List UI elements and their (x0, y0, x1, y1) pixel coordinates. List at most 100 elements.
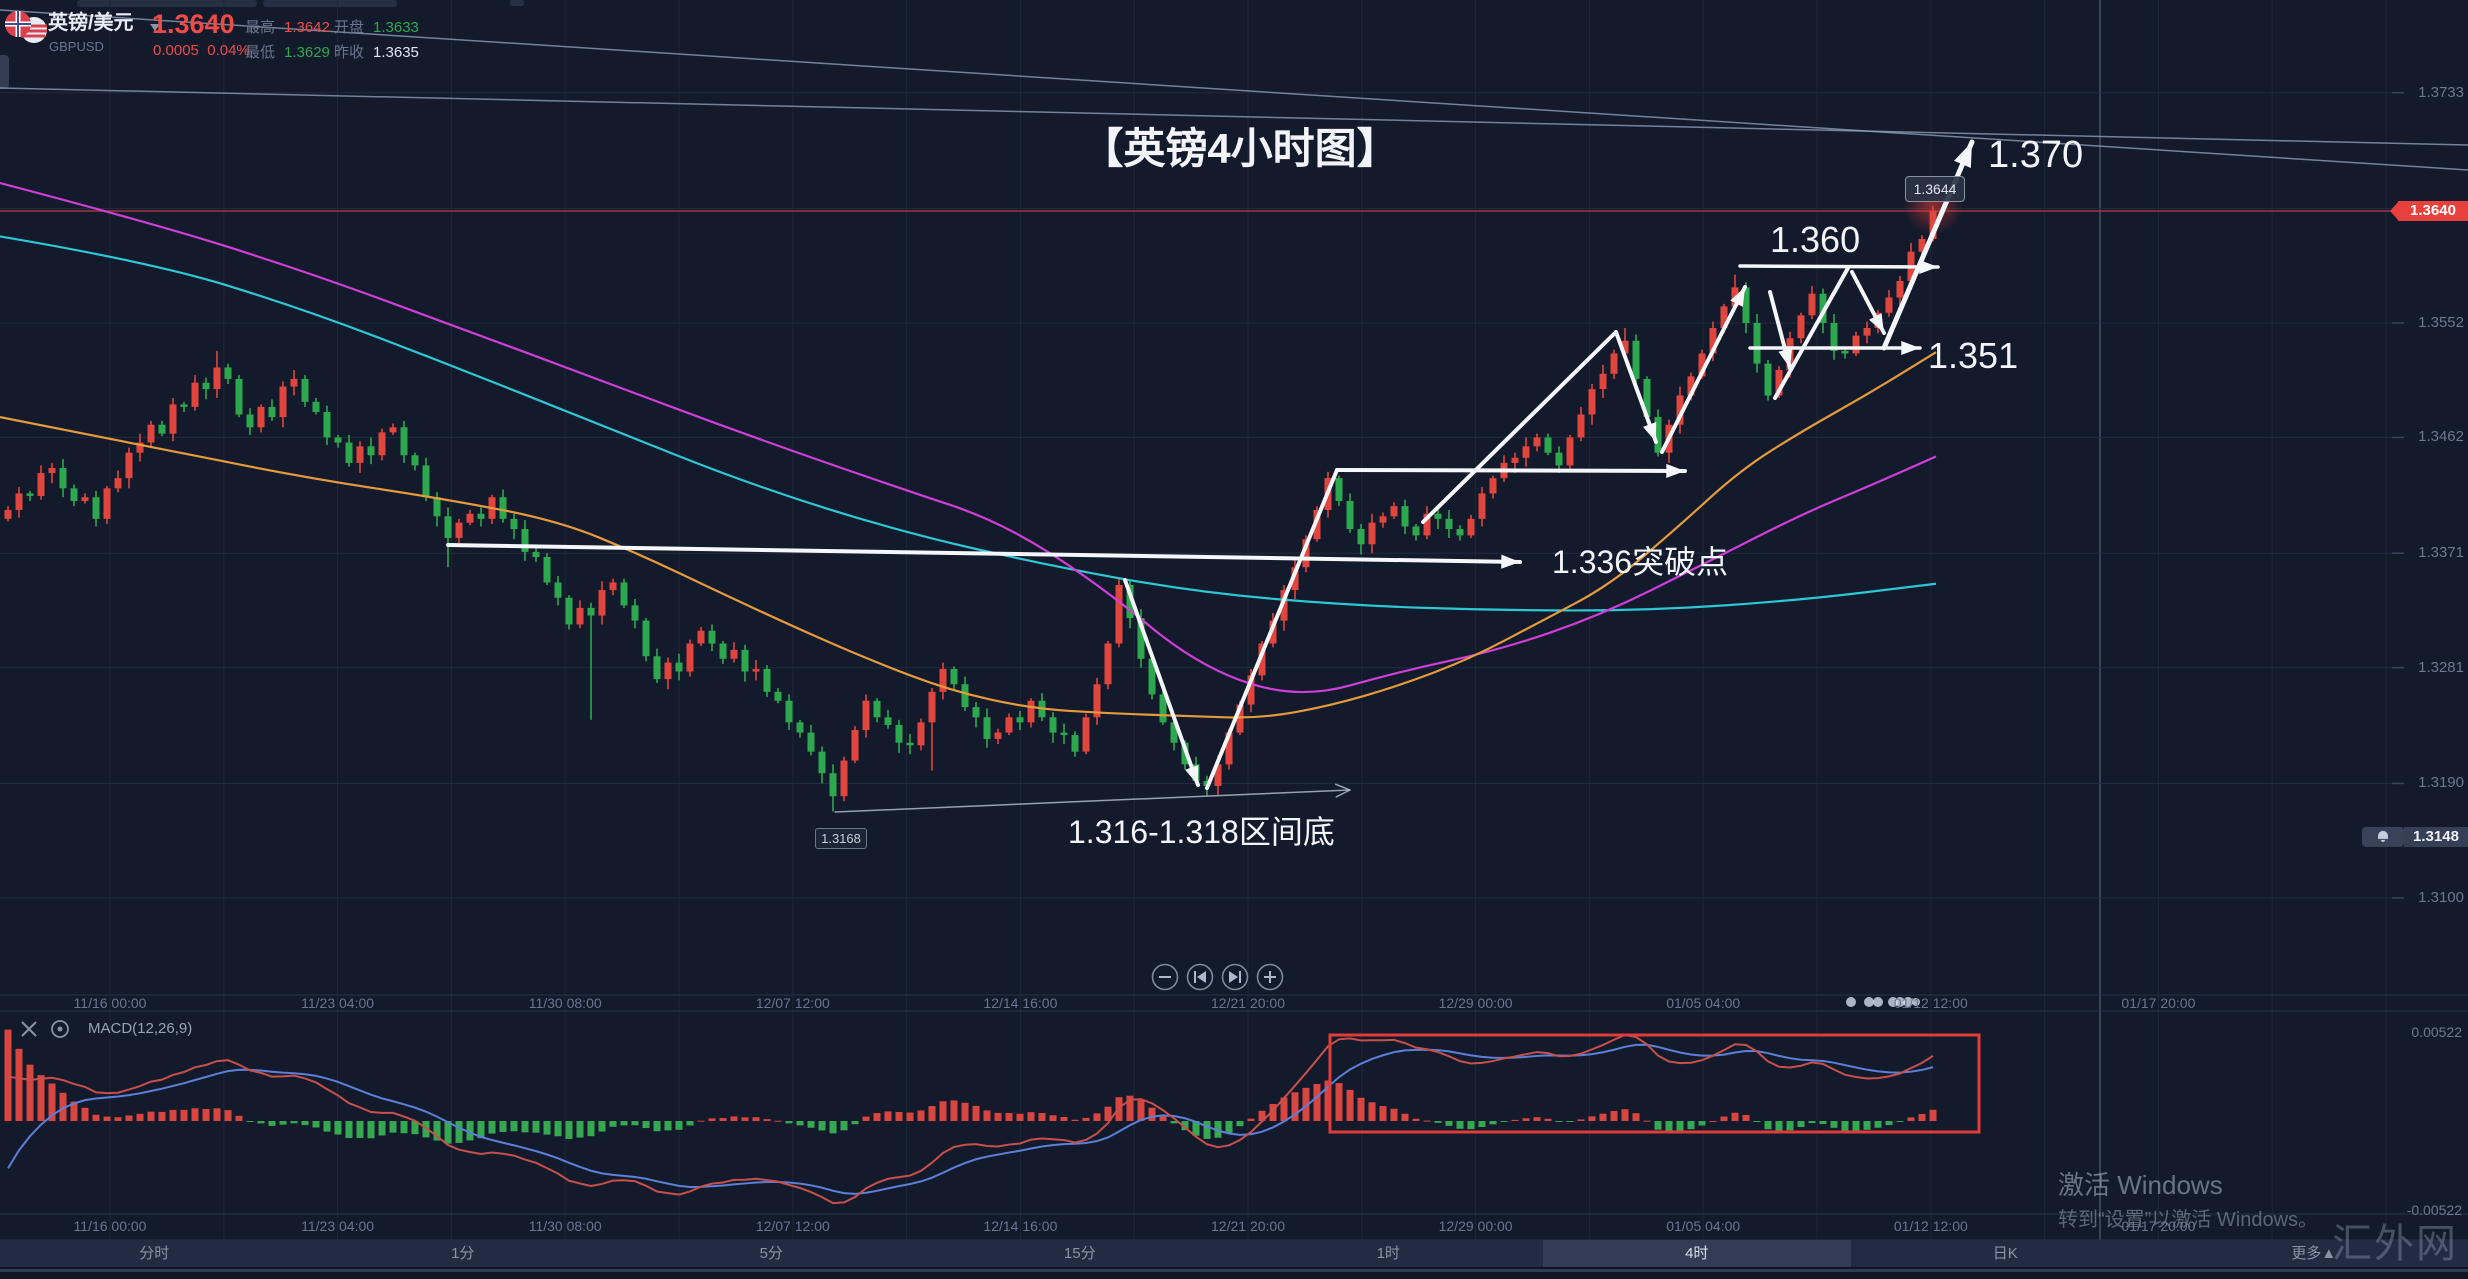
gbp-flag-cross2 (5, 11, 31, 37)
top-tab-fragment (510, 0, 524, 6)
time-label-bottom: 01/12 12:00 (1893, 1218, 1968, 1234)
site-watermark: 汇外网 (2332, 1222, 2458, 1266)
time-label-bottom: 12/14 16:00 (983, 1218, 1058, 1234)
price-tick-label: 1.3190 (2418, 774, 2464, 792)
timeframe-button-日K[interactable]: 日K (1992, 1245, 2018, 1262)
time-label-top: 11/16 00:00 (73, 995, 147, 1011)
drawn-line (1768, 290, 1793, 370)
ma-line-MA-fast (0, 351, 1937, 719)
pair-dropdown-arrow[interactable] (150, 24, 160, 31)
left-edge-widget (0, 55, 9, 89)
timeframe-button-1时[interactable]: 1时 (1376, 1245, 1400, 1262)
chart-annotation: 1.370 (1988, 134, 2084, 176)
stat-label-low: 最低 (245, 44, 276, 61)
alert-price-label: 1.3148 (2404, 826, 2468, 847)
zoom-next-button[interactable] (1221, 963, 1249, 991)
price-tick-label: 1.3733 (2418, 83, 2464, 101)
windows-watermark-line1: 激活 Windows (2058, 1170, 2223, 1200)
timeframe-button-更多[interactable]: 更多▲ (2291, 1245, 2337, 1262)
ma-line-MA-slow (0, 235, 1937, 612)
chart-annotation: 【英镑4小时图】 (1081, 125, 1399, 172)
stat-label-prevclose: 昨收 (334, 44, 365, 61)
zoom-plus-button[interactable] (1256, 963, 1284, 991)
drawn-line (1850, 270, 1886, 335)
stat-value-low: 1.3629 (284, 44, 330, 61)
time-label-bottom: 11/23 04:00 (301, 1218, 375, 1234)
ma-line-MA-mid (0, 181, 1937, 694)
last-price: 1.3640 (152, 9, 235, 39)
drawn-line (1335, 463, 1687, 478)
loading-dots (1912, 998, 1920, 1006)
price-tick-label: 1.3371 (2418, 544, 2464, 562)
top-tab-fragment (77, 0, 257, 7)
time-label-top: 12/07 12:00 (755, 995, 830, 1011)
top-tab-fragment (263, 0, 397, 7)
stat-value-high: 1.3642 (284, 19, 330, 36)
time-label-top: 01/12 12:00 (1893, 995, 1968, 1011)
alert-bell-icon (2378, 830, 2388, 842)
time-label-top: 12/29 00:00 (1438, 995, 1513, 1011)
loading-dots (1888, 997, 1898, 1007)
bottom-highlight-line (0, 1269, 2468, 1272)
macd-settings-icon-dot (57, 1026, 63, 1032)
chart-annotation: 1.316-1.318区间底 (1068, 814, 1335, 850)
time-label-bottom: 11/16 00:00 (73, 1218, 147, 1234)
pair-name[interactable]: 英镑/美元 (48, 12, 134, 34)
price-change: 0.0005 0.04% (153, 42, 250, 59)
price-tick-label: 1.3281 (2418, 658, 2464, 676)
drawn-line (1205, 468, 1339, 790)
drawn-line (1748, 340, 1922, 356)
price-tick-label: 1.3100 (2418, 888, 2464, 906)
time-label-bottom: 12/29 00:00 (1438, 1218, 1513, 1234)
pair-code: GBPUSD (49, 39, 104, 54)
drawn-line (1773, 266, 1850, 400)
timeframe-button-1分[interactable]: 1分 (451, 1245, 475, 1262)
timeframe-button-分时[interactable]: 分时 (139, 1245, 170, 1262)
chart-annotation: 1.351 (1928, 335, 2019, 376)
time-label-top: 11/23 04:00 (301, 995, 375, 1011)
candle-low-tag: 1.3168 (815, 828, 867, 849)
stat-value-open: 1.3633 (373, 19, 419, 36)
timeframe-toolbar: 分时 1分 5分 15分 1时 4时 日K 更多▲ (0, 1240, 2468, 1267)
zoom-prev-button[interactable] (1186, 963, 1214, 991)
loading-dots (1895, 997, 1905, 1007)
stat-label-open: 开盘 (334, 19, 365, 36)
loading-dots (1846, 997, 1856, 1007)
time-label-top: 01/05 04:00 (1666, 995, 1741, 1011)
time-label-top: 01/17 20:00 (2121, 995, 2196, 1011)
timeframe-button-15分[interactable]: 15分 (1063, 1245, 1096, 1262)
price-tick-label: 1.3462 (2418, 428, 2464, 446)
macd-layer (4, 1029, 1937, 1205)
timeframe-button-4时[interactable]: 4时 (1542, 1240, 1851, 1267)
zoom-minus-button[interactable] (1151, 963, 1179, 991)
skip-end-glyph (1229, 971, 1238, 983)
macd-settings-icon[interactable] (51, 1020, 69, 1038)
candle-high-tooltip: 1.3644 (1905, 176, 1965, 202)
drawn-line (1614, 330, 1658, 444)
chart-annotation: 1.336突破点 (1552, 544, 1729, 580)
time-label-bottom: 12/07 12:00 (755, 1218, 830, 1234)
time-label-bottom: 01/17 20:00 (2121, 1218, 2196, 1234)
stat-label-high: 最高 (245, 19, 276, 36)
candles-layer (4, 205, 1937, 812)
macd-close-icon[interactable] (21, 1021, 37, 1037)
current-price-tag: 1.3640 (2398, 201, 2468, 221)
drawn-line (0, 87, 2468, 146)
drawn-line (1421, 330, 1618, 524)
timeframe-button-5分[interactable]: 5分 (759, 1245, 783, 1262)
loading-dots (1864, 997, 1874, 1007)
windows-watermark-line2: 转到“设置”以激活 Windows。 (2058, 1209, 2319, 1231)
chart-annotation: 1.360 (1770, 219, 1861, 260)
time-label-bottom: 12/21 20:00 (1211, 1218, 1285, 1234)
drawn-line (1123, 578, 1200, 787)
time-label-top: 12/21 20:00 (1211, 995, 1285, 1011)
time-label-top: 12/14 16:00 (983, 995, 1058, 1011)
macd-highlight-box[interactable] (1328, 1033, 1981, 1134)
price-tick-label: 1.3552 (2418, 313, 2464, 331)
drawn-line (1881, 139, 1975, 351)
drawn-line (0, 9, 2468, 171)
time-label-bottom: 11/30 08:00 (528, 1218, 602, 1234)
drawn-line (834, 783, 1351, 813)
